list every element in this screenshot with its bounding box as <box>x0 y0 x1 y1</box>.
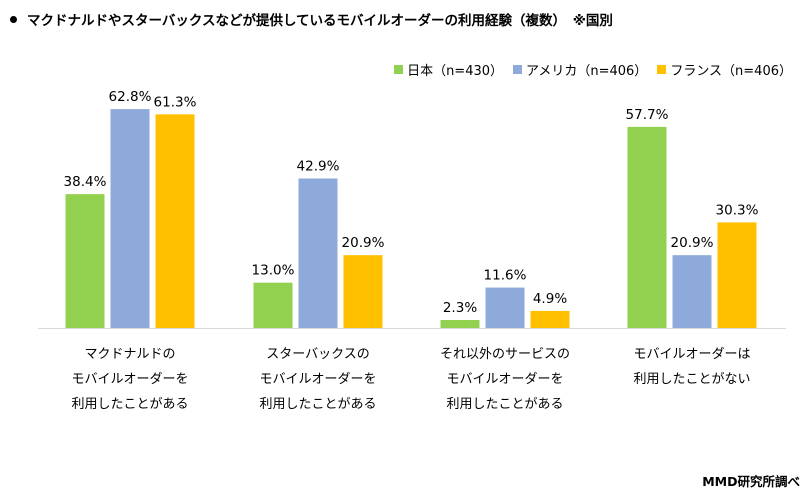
category-label-2-line3: 利用したことがある <box>259 397 376 412</box>
data-label-japan-cat2: 13.0% <box>252 263 295 279</box>
legend: 日本（n=430） アメリカ（n=406） フランス（n=406） <box>394 60 792 79</box>
bullet-icon <box>10 15 17 23</box>
data-label-japan-cat3: 2.3% <box>443 300 477 316</box>
data-label-france-cat2: 20.9% <box>342 235 385 251</box>
legend-swatch-usa <box>513 65 523 74</box>
bar-usa-cat4 <box>672 255 712 328</box>
data-label-usa-cat3: 11.6% <box>484 268 527 284</box>
category-label-4-line1: モバイルオーダーは <box>633 347 750 362</box>
bar-usa-cat2 <box>298 178 338 328</box>
category-label-4-line2: 利用したことがない <box>633 372 750 387</box>
data-label-france-cat1: 61.3% <box>154 94 197 110</box>
legend-item-usa: アメリカ（n=406） <box>513 60 647 79</box>
bar-japan-cat3 <box>440 319 480 328</box>
bar-france-cat2 <box>343 255 383 328</box>
category-label-1-line3: 利用したことがある <box>71 397 188 412</box>
bar-france-cat4 <box>717 222 757 328</box>
bar-france-cat1 <box>155 114 195 328</box>
category-label-1-line2: モバイルオーダーを <box>71 372 188 387</box>
data-label-usa-cat4: 20.9% <box>671 235 714 251</box>
category-label-3-line3: 利用したことがある <box>446 397 563 412</box>
legend-label-france: フランス（n=406） <box>670 64 792 79</box>
legend-swatch-france <box>657 65 667 74</box>
category-label-2-line1: スターバックスの <box>266 347 369 362</box>
legend-swatch-japan <box>394 65 404 74</box>
data-label-japan-cat1: 38.4% <box>64 174 107 190</box>
legend-label-usa: アメリカ（n=406） <box>526 64 648 79</box>
chart-title-text: マクドナルドやスターバックスなどが提供しているモバイルオーダーの利用経験（複数）… <box>27 13 613 29</box>
bar-usa-cat1 <box>110 109 150 329</box>
data-label-usa-cat1: 62.8% <box>109 89 152 105</box>
category-label-1-line1: マクドナルドの <box>84 347 175 362</box>
bar-japan-cat2 <box>253 282 293 328</box>
chart-title: マクドナルドやスターバックスなどが提供しているモバイルオーダーの利用経験（複数）… <box>10 9 613 29</box>
legend-label-japan: 日本（n=430） <box>407 64 504 79</box>
data-label-japan-cat4: 57.7% <box>626 107 669 123</box>
bar-japan-cat1 <box>65 194 105 328</box>
legend-item-france: フランス（n=406） <box>657 60 792 79</box>
data-label-france-cat4: 30.3% <box>716 202 759 218</box>
data-label-france-cat3: 4.9% <box>533 291 567 307</box>
bar-usa-cat3 <box>485 287 525 328</box>
category-label-3-line2: モバイルオーダーを <box>446 372 563 387</box>
category-label-3-line1: それ以外のサービスの <box>440 347 570 362</box>
bar-japan-cat4 <box>627 126 667 328</box>
legend-item-japan: 日本（n=430） <box>394 60 503 79</box>
bar-france-cat3 <box>530 310 570 328</box>
category-label-2-line2: モバイルオーダーを <box>259 372 376 387</box>
source-credit: MMD研究所調べ <box>702 474 800 489</box>
data-label-usa-cat2: 42.9% <box>297 158 340 174</box>
